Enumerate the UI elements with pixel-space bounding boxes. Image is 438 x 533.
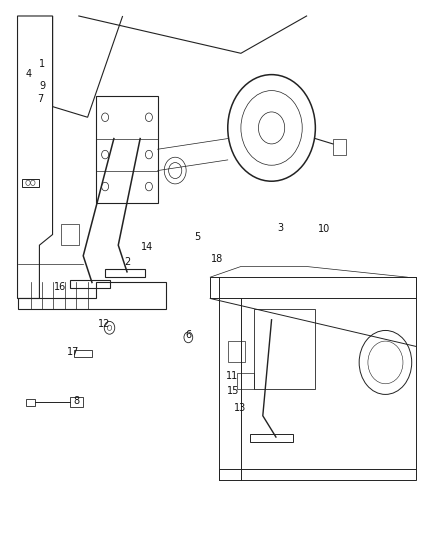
Text: 18: 18	[211, 254, 223, 263]
Text: 8: 8	[74, 396, 80, 406]
Text: 3: 3	[277, 223, 283, 233]
Text: 12: 12	[98, 319, 110, 329]
Text: 14: 14	[141, 242, 153, 252]
Text: 1: 1	[39, 59, 45, 69]
Text: 2: 2	[124, 257, 130, 267]
Text: 17: 17	[67, 347, 80, 357]
Text: 4: 4	[25, 69, 32, 78]
Text: 6: 6	[185, 330, 191, 340]
Text: 16: 16	[54, 282, 67, 292]
Text: 11: 11	[226, 371, 238, 381]
Text: 5: 5	[194, 232, 200, 242]
Text: 13: 13	[233, 403, 246, 413]
Text: 15: 15	[227, 386, 239, 395]
Text: 10: 10	[318, 224, 330, 234]
Text: 7: 7	[38, 94, 44, 103]
Text: 9: 9	[40, 82, 46, 91]
